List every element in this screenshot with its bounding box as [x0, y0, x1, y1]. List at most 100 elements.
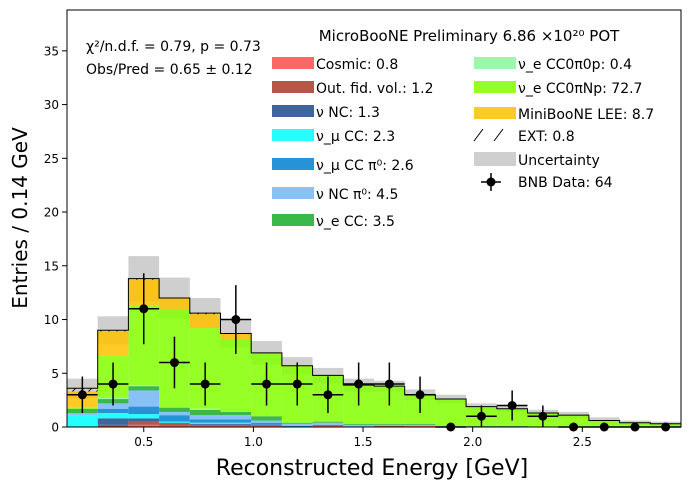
y-axis-label: Entries / 0.14 GeV [8, 127, 32, 309]
y-tick-label: 10 [44, 313, 59, 327]
stack-bar-segment [159, 415, 190, 422]
y-tick-label: 15 [44, 259, 59, 273]
stack-bar-segment [220, 424, 252, 426]
x-tick-label: 0.5 [134, 435, 153, 449]
data-point [374, 362, 405, 406]
legend-label: ν_e CC0πNp: 72.7 [518, 81, 642, 97]
x-axis-ticks: 0.5 1.0 1.5 2.0 2.5 [134, 427, 592, 449]
stack-bar-segment [128, 418, 160, 422]
data-point [496, 390, 528, 421]
legend-label: Cosmic: 0.8 [316, 57, 398, 73]
stack-bar-segment [97, 331, 129, 357]
x-tick: 1.5 [353, 427, 373, 449]
legend-item: MiniBooNE LEE: 8.7 [474, 107, 654, 123]
x-tick-label: 2.5 [573, 435, 592, 449]
stack-bar-segment [251, 424, 282, 426]
legend-item: ν_e CC0π0p: 0.4 [474, 57, 632, 73]
legend-item: ν NC π⁰: 4.5 [272, 187, 398, 203]
legend-label: BNB Data: 64 [518, 175, 613, 191]
legend-label: ν_e CC0π0p: 0.4 [518, 57, 632, 73]
legend-item: ν_μ CC π⁰: 2.6 [272, 158, 414, 174]
obs-pred-annotation: Obs/Pred = 0.65 ± 0.12 [86, 62, 253, 78]
stack-bar-segment [189, 313, 221, 315]
stack-bar-segment [189, 415, 221, 420]
data-point [343, 362, 374, 406]
stack-bar-segment [67, 413, 98, 416]
data-point [466, 405, 497, 427]
stack-bar-segment [189, 419, 221, 423]
stack-bar-segment [189, 424, 221, 426]
stack-bar-segment [128, 421, 160, 425]
legend-item: BNB Data: 64 [481, 173, 613, 191]
stack-bar-segment [343, 423, 374, 425]
stack-bar-segment [189, 422, 221, 424]
y-tick-label: 35 [44, 44, 59, 58]
legend-label: MiniBooNE LEE: 8.7 [518, 107, 654, 123]
stack-bar-segment [159, 298, 190, 310]
stack-bar-segment [374, 424, 405, 426]
data-point [281, 362, 313, 406]
stack-bar-segment [97, 408, 129, 414]
data-point [128, 273, 160, 345]
stack-bar-segment [220, 422, 252, 424]
stack-bar-segment [159, 407, 190, 412]
x-tick: 0.5 [134, 427, 153, 449]
stack-bar-segment [128, 414, 160, 419]
plot-frame [66, 9, 682, 428]
stack-bar-segment [128, 406, 160, 415]
data-point [159, 336, 190, 389]
stack-bar-segment [404, 423, 436, 425]
data-point [67, 376, 98, 414]
stack-bar-segment [97, 330, 129, 332]
legend-item: EXT: 0.8 [473, 128, 575, 145]
stack-bar-segment [558, 415, 589, 427]
stack-bar-segment [189, 314, 221, 328]
y-tick: 20 [44, 206, 67, 220]
stack-bar-segment [128, 390, 160, 407]
legend-label: ν NC π⁰: 4.5 [316, 187, 398, 203]
stack-bar-segment [159, 422, 190, 424]
x-tick: 2.0 [463, 427, 482, 449]
legend: Cosmic: 0.8 Out. fid. vol.: 1.2 ν NC: 1.3 ν… [272, 57, 654, 230]
stack-bar-segment [281, 425, 313, 427]
stack-bar-segment [220, 411, 252, 416]
y-tick-label: 25 [44, 152, 59, 166]
legend-item: ν NC: 1.3 [272, 105, 380, 121]
y-tick-label: 0 [51, 421, 59, 435]
stack-bar-segment [220, 425, 252, 427]
legend-label: Uncertainty [518, 153, 600, 169]
x-tick: 2.5 [573, 427, 592, 449]
y-tick: 0 [51, 421, 67, 435]
stack-bar-segment [97, 403, 129, 409]
legend-item: ν_e CC0πNp: 72.7 [474, 81, 642, 97]
stack-bar-segment [374, 423, 405, 425]
stack-bar-segment [128, 424, 160, 427]
legend-label: EXT: 0.8 [518, 129, 575, 145]
legend-item: Out. fid. vol.: 1.2 [272, 81, 434, 97]
x-axis-label: Reconstructed Energy [GeV] [216, 456, 528, 481]
stack-bar-segment [404, 424, 436, 426]
stack-bar-segment [159, 423, 190, 426]
x-tick: 1.0 [244, 427, 263, 449]
prediction-outline [66, 278, 682, 427]
stack-bar-segment [220, 423, 252, 425]
legend-label: ν_e CC: 3.5 [316, 214, 395, 230]
y-tick-label: 5 [51, 367, 59, 381]
x-tick-label: 1.5 [353, 435, 372, 449]
stack-bar-segment [312, 421, 344, 423]
y-tick: 10 [44, 313, 67, 327]
stacked-bars [67, 278, 681, 427]
stack-bar-segment [251, 352, 282, 354]
stack-bar-segment [128, 386, 160, 391]
x-tick-label: 2.0 [463, 435, 482, 449]
y-tick: 25 [44, 152, 67, 166]
data-point [97, 362, 129, 406]
stack-bar-segment [159, 425, 190, 427]
stack-bar-segment [159, 411, 190, 416]
stack-bar-segment [220, 415, 252, 420]
legend-item: ν_e CC: 3.5 [272, 214, 395, 230]
y-tick: 5 [51, 367, 67, 381]
legend-item: Uncertainty [474, 152, 600, 169]
stack-bar-segment [128, 385, 160, 387]
